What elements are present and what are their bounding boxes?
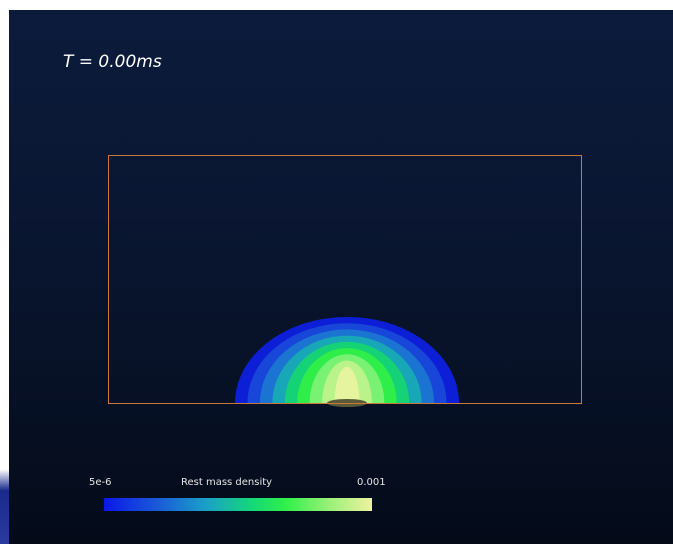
density-plot [235, 317, 459, 407]
time-label: T = 0.00ms [63, 52, 162, 72]
colorbar [104, 498, 372, 511]
colorbar-min-label: 5e-6 [89, 477, 112, 488]
colorbar-max-label: 0.001 [357, 477, 386, 488]
domain-outline [108, 155, 582, 404]
left-edge-strip [0, 10, 9, 544]
density-contour-9 [334, 366, 360, 403]
simulation-frame: T = 0.00ms 5e-6 Rest mass density 0.001 [9, 10, 673, 544]
colorbar-title: Rest mass density [181, 477, 273, 488]
